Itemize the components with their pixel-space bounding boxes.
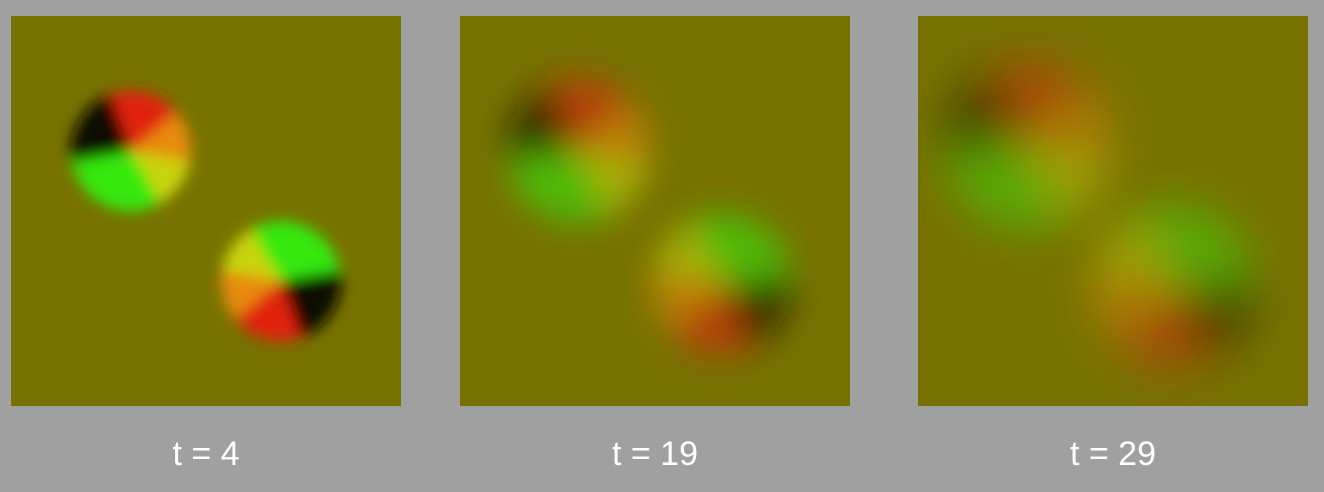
vortex-lower-right [1091, 203, 1255, 368]
vortex-wedge [1132, 203, 1254, 286]
vortex-wedge [653, 223, 722, 284]
vortex-field-image [460, 16, 850, 406]
vortex-wedge [1173, 286, 1251, 364]
vortex-wedge [71, 151, 161, 212]
vortex-field-image [11, 16, 401, 406]
vortex-wedge [722, 284, 788, 350]
vortex-wedge [281, 281, 338, 338]
vortex-upper-left [71, 91, 191, 212]
vortex-wedge [110, 91, 177, 151]
vortex-wedge [1110, 286, 1202, 368]
vortex-wedge [221, 270, 281, 320]
vortex-wedge [71, 130, 131, 162]
vortex-wedge [1173, 271, 1255, 315]
vortex-wedge [510, 83, 578, 151]
vortex-wedge [1028, 91, 1113, 161]
vortex-wedge [131, 151, 191, 203]
vortex-wedge [1028, 146, 1112, 220]
vortex-wedge [948, 66, 1028, 146]
vortex-wedge [652, 271, 722, 329]
vortex-lower-right [221, 221, 341, 342]
vortex-wedge [668, 284, 746, 354]
frame-t4 [11, 16, 401, 406]
vortex-upper-left [943, 60, 1113, 231]
vortex-wedge [281, 270, 341, 302]
vortex-wedge [506, 126, 578, 164]
vortex-wedge [235, 281, 302, 342]
vortex-wedge [722, 271, 792, 308]
vortex-wedge [553, 79, 634, 151]
vortex-lower-right [652, 214, 792, 354]
caption-t19: t = 19 [611, 435, 698, 473]
caption-t29: t = 29 [1069, 435, 1156, 473]
vortex-upper-left [506, 79, 650, 224]
vortex-wedge [74, 94, 131, 151]
field-background [460, 16, 850, 406]
vortex-wedge [221, 229, 281, 281]
vortex-wedge [578, 151, 649, 214]
frame-t19 [460, 16, 850, 406]
caption-t4: t = 4 [172, 435, 240, 473]
vortex-wedge [251, 221, 341, 281]
vortex-field-image [918, 16, 1308, 406]
field-background [11, 16, 401, 406]
vortex-wedge [578, 104, 650, 164]
vortex-wedge [687, 214, 791, 284]
frame-t29 [918, 16, 1308, 406]
vortex-wedge [1091, 271, 1173, 339]
vortex-wedge [944, 146, 1071, 231]
vortex-wedge [507, 151, 614, 224]
vortex-wedge [943, 116, 1028, 161]
vortex-wedge [998, 60, 1094, 146]
vortex-wedge [1092, 214, 1173, 286]
vortex-wedge [131, 112, 191, 162]
